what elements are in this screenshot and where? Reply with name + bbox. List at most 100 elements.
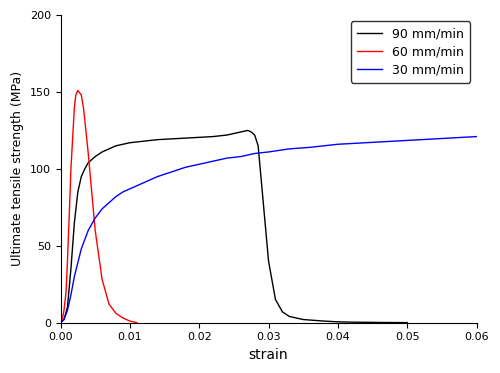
60 mm/min: [80, 105, 86, 110]
30 mm/min: [92, 216, 98, 220]
90 mm/min: [258, 182, 264, 186]
30 mm/min: [210, 159, 216, 163]
90 mm/min: [404, 320, 410, 325]
Line: 90 mm/min: 90 mm/min: [60, 131, 407, 323]
30 mm/min: [182, 165, 188, 170]
90 mm/min: [72, 220, 78, 225]
90 mm/min: [244, 128, 250, 133]
90 mm/min: [61, 317, 67, 322]
30 mm/min: [362, 141, 368, 145]
90 mm/min: [238, 130, 244, 134]
30 mm/min: [168, 170, 174, 174]
90 mm/min: [272, 297, 278, 302]
60 mm/min: [99, 277, 105, 282]
60 mm/min: [73, 93, 79, 97]
30 mm/min: [390, 139, 396, 144]
30 mm/min: [86, 228, 91, 233]
Line: 60 mm/min: 60 mm/min: [60, 90, 137, 323]
60 mm/min: [63, 289, 69, 294]
30 mm/min: [224, 156, 230, 160]
30 mm/min: [474, 134, 480, 139]
90 mm/min: [210, 134, 216, 139]
60 mm/min: [113, 311, 119, 316]
30 mm/min: [418, 137, 424, 142]
90 mm/min: [196, 135, 202, 140]
90 mm/min: [64, 305, 70, 310]
90 mm/min: [376, 320, 382, 325]
90 mm/min: [75, 190, 81, 194]
60 mm/min: [120, 316, 126, 320]
60 mm/min: [75, 88, 81, 93]
90 mm/min: [321, 319, 327, 323]
60 mm/min: [106, 302, 112, 306]
90 mm/min: [140, 139, 146, 144]
30 mm/min: [64, 308, 70, 313]
30 mm/min: [120, 190, 126, 194]
60 mm/min: [68, 167, 74, 171]
90 mm/min: [168, 137, 174, 141]
60 mm/min: [134, 320, 140, 325]
90 mm/min: [349, 320, 355, 325]
90 mm/min: [300, 317, 306, 322]
30 mm/min: [61, 317, 67, 322]
90 mm/min: [68, 267, 74, 271]
60 mm/min: [58, 320, 64, 325]
30 mm/min: [78, 247, 84, 251]
90 mm/min: [266, 259, 272, 263]
90 mm/min: [99, 150, 105, 154]
Line: 30 mm/min: 30 mm/min: [60, 137, 476, 323]
30 mm/min: [307, 145, 313, 150]
90 mm/min: [106, 147, 112, 151]
X-axis label: strain: strain: [248, 348, 288, 362]
90 mm/min: [78, 174, 84, 179]
90 mm/min: [231, 131, 237, 136]
Y-axis label: Ultimate tensile strength (MPa): Ultimate tensile strength (MPa): [11, 71, 24, 266]
60 mm/min: [92, 228, 98, 233]
90 mm/min: [390, 320, 396, 325]
90 mm/min: [86, 160, 91, 165]
90 mm/min: [280, 310, 285, 314]
60 mm/min: [82, 117, 88, 122]
Legend: 90 mm/min, 60 mm/min, 30 mm/min: 90 mm/min, 60 mm/min, 30 mm/min: [351, 21, 470, 83]
30 mm/min: [58, 320, 64, 325]
90 mm/min: [154, 137, 160, 142]
30 mm/min: [266, 150, 272, 154]
60 mm/min: [124, 317, 130, 322]
30 mm/min: [252, 151, 258, 156]
60 mm/min: [72, 105, 78, 110]
60 mm/min: [86, 151, 91, 156]
60 mm/min: [60, 316, 66, 320]
30 mm/min: [154, 174, 160, 179]
90 mm/min: [255, 144, 261, 148]
90 mm/min: [224, 133, 230, 137]
90 mm/min: [113, 144, 119, 148]
90 mm/min: [362, 320, 368, 325]
90 mm/min: [127, 141, 133, 145]
30 mm/min: [113, 194, 119, 199]
30 mm/min: [106, 200, 112, 205]
30 mm/min: [140, 181, 146, 185]
90 mm/min: [335, 320, 341, 324]
30 mm/min: [72, 274, 78, 279]
90 mm/min: [92, 154, 98, 159]
60 mm/min: [61, 308, 67, 313]
90 mm/min: [252, 133, 258, 137]
30 mm/min: [196, 162, 202, 166]
90 mm/min: [82, 167, 88, 171]
90 mm/min: [120, 142, 126, 147]
90 mm/min: [182, 136, 188, 140]
90 mm/min: [286, 314, 292, 319]
90 mm/min: [58, 320, 64, 325]
30 mm/min: [286, 147, 292, 151]
30 mm/min: [99, 207, 105, 211]
60 mm/min: [66, 205, 72, 210]
30 mm/min: [238, 154, 244, 159]
30 mm/min: [446, 136, 452, 140]
90 mm/min: [248, 130, 254, 134]
60 mm/min: [64, 259, 70, 263]
30 mm/min: [127, 186, 133, 191]
30 mm/min: [335, 142, 341, 147]
60 mm/min: [78, 93, 84, 97]
30 mm/min: [68, 293, 74, 297]
60 mm/min: [127, 319, 133, 323]
